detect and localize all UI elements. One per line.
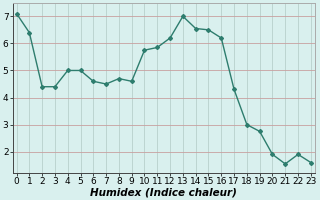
X-axis label: Humidex (Indice chaleur): Humidex (Indice chaleur) bbox=[90, 187, 237, 197]
